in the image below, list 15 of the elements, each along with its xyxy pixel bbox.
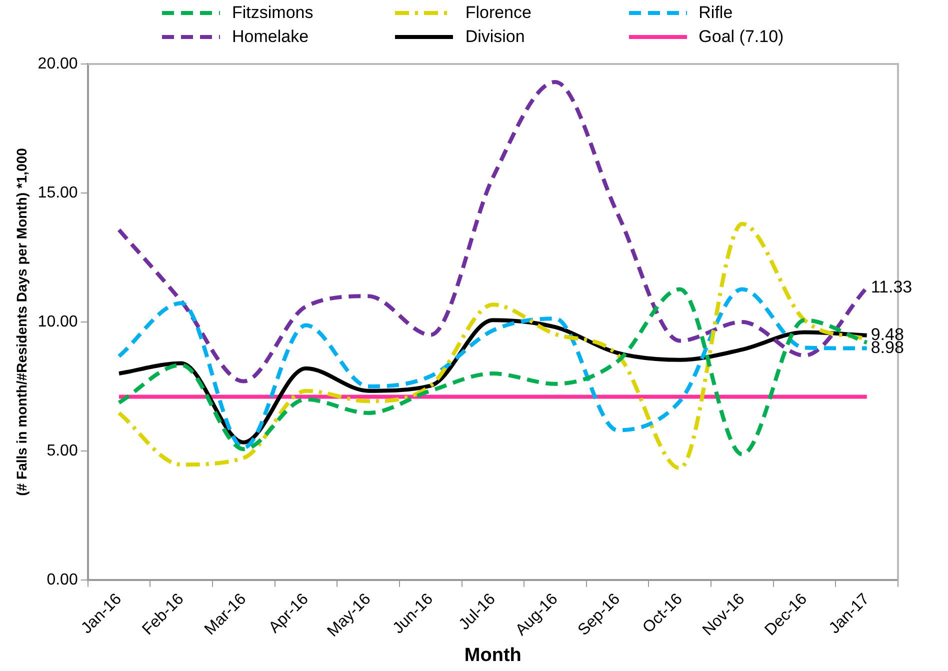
legend-label: Rifle	[698, 3, 733, 23]
legend-label: Florence	[465, 3, 532, 23]
y-tick-label: 0.00	[46, 571, 78, 588]
y-tick-label: 10.00	[38, 313, 78, 330]
legend-label: Division	[465, 27, 525, 47]
legend-label: Homelake	[232, 27, 309, 47]
data-label: 11.33	[870, 277, 912, 296]
y-axis-title: (# Falls in month/#Residents Days per Month) *1,000	[13, 148, 30, 496]
legend-label: Fitzsimons	[232, 3, 314, 23]
line-series	[117, 80, 869, 384]
y-tick-label: 20.00	[38, 55, 78, 72]
x-axis-title: Month	[464, 644, 522, 666]
legend-label: Goal (7.10)	[698, 27, 784, 47]
y-tick-label: 5.00	[46, 442, 78, 460]
y-tick-label: 15.00	[38, 184, 78, 202]
